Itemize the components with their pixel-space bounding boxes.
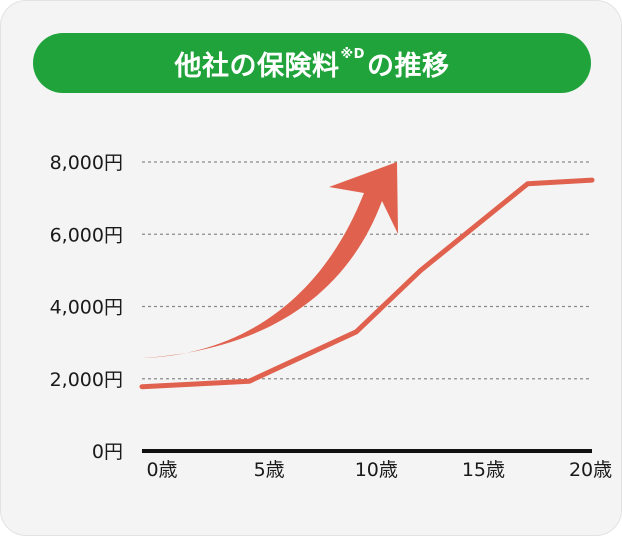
y-tick-label: 4,000円 <box>50 297 123 319</box>
title-main: 他社の保険料 <box>174 50 340 82</box>
series-line-0 <box>139 177 595 390</box>
series-layer <box>139 177 595 390</box>
x-axis-ticks: 0歳 5歳 10歳 15歳 20歳 <box>146 459 612 481</box>
x-tick-label: 0歳 <box>146 459 177 481</box>
trend-arrow-group <box>143 162 398 358</box>
x-tick-label: 20歳 <box>569 459 612 481</box>
y-tick-label: 0円 <box>92 441 123 463</box>
title-footnote-mark: ※D <box>340 46 365 62</box>
title-suffix: の推移 <box>366 50 450 82</box>
x-tick-label: 5歳 <box>254 459 285 481</box>
x-tick-label: 10歳 <box>355 459 398 481</box>
y-tick-label: 6,000円 <box>50 224 123 246</box>
rising-trend-arrow <box>143 162 398 358</box>
y-tick-label: 8,000円 <box>50 152 123 174</box>
chart-title: 他社の保険料 ※D の推移 <box>33 33 591 93</box>
grid-lines <box>142 161 592 380</box>
y-axis-ticks: 0円 2,000円 4,000円 6,000円 8,000円 <box>50 152 123 463</box>
x-tick-label: 15歳 <box>462 459 505 481</box>
y-tick-label: 2,000円 <box>50 369 123 391</box>
